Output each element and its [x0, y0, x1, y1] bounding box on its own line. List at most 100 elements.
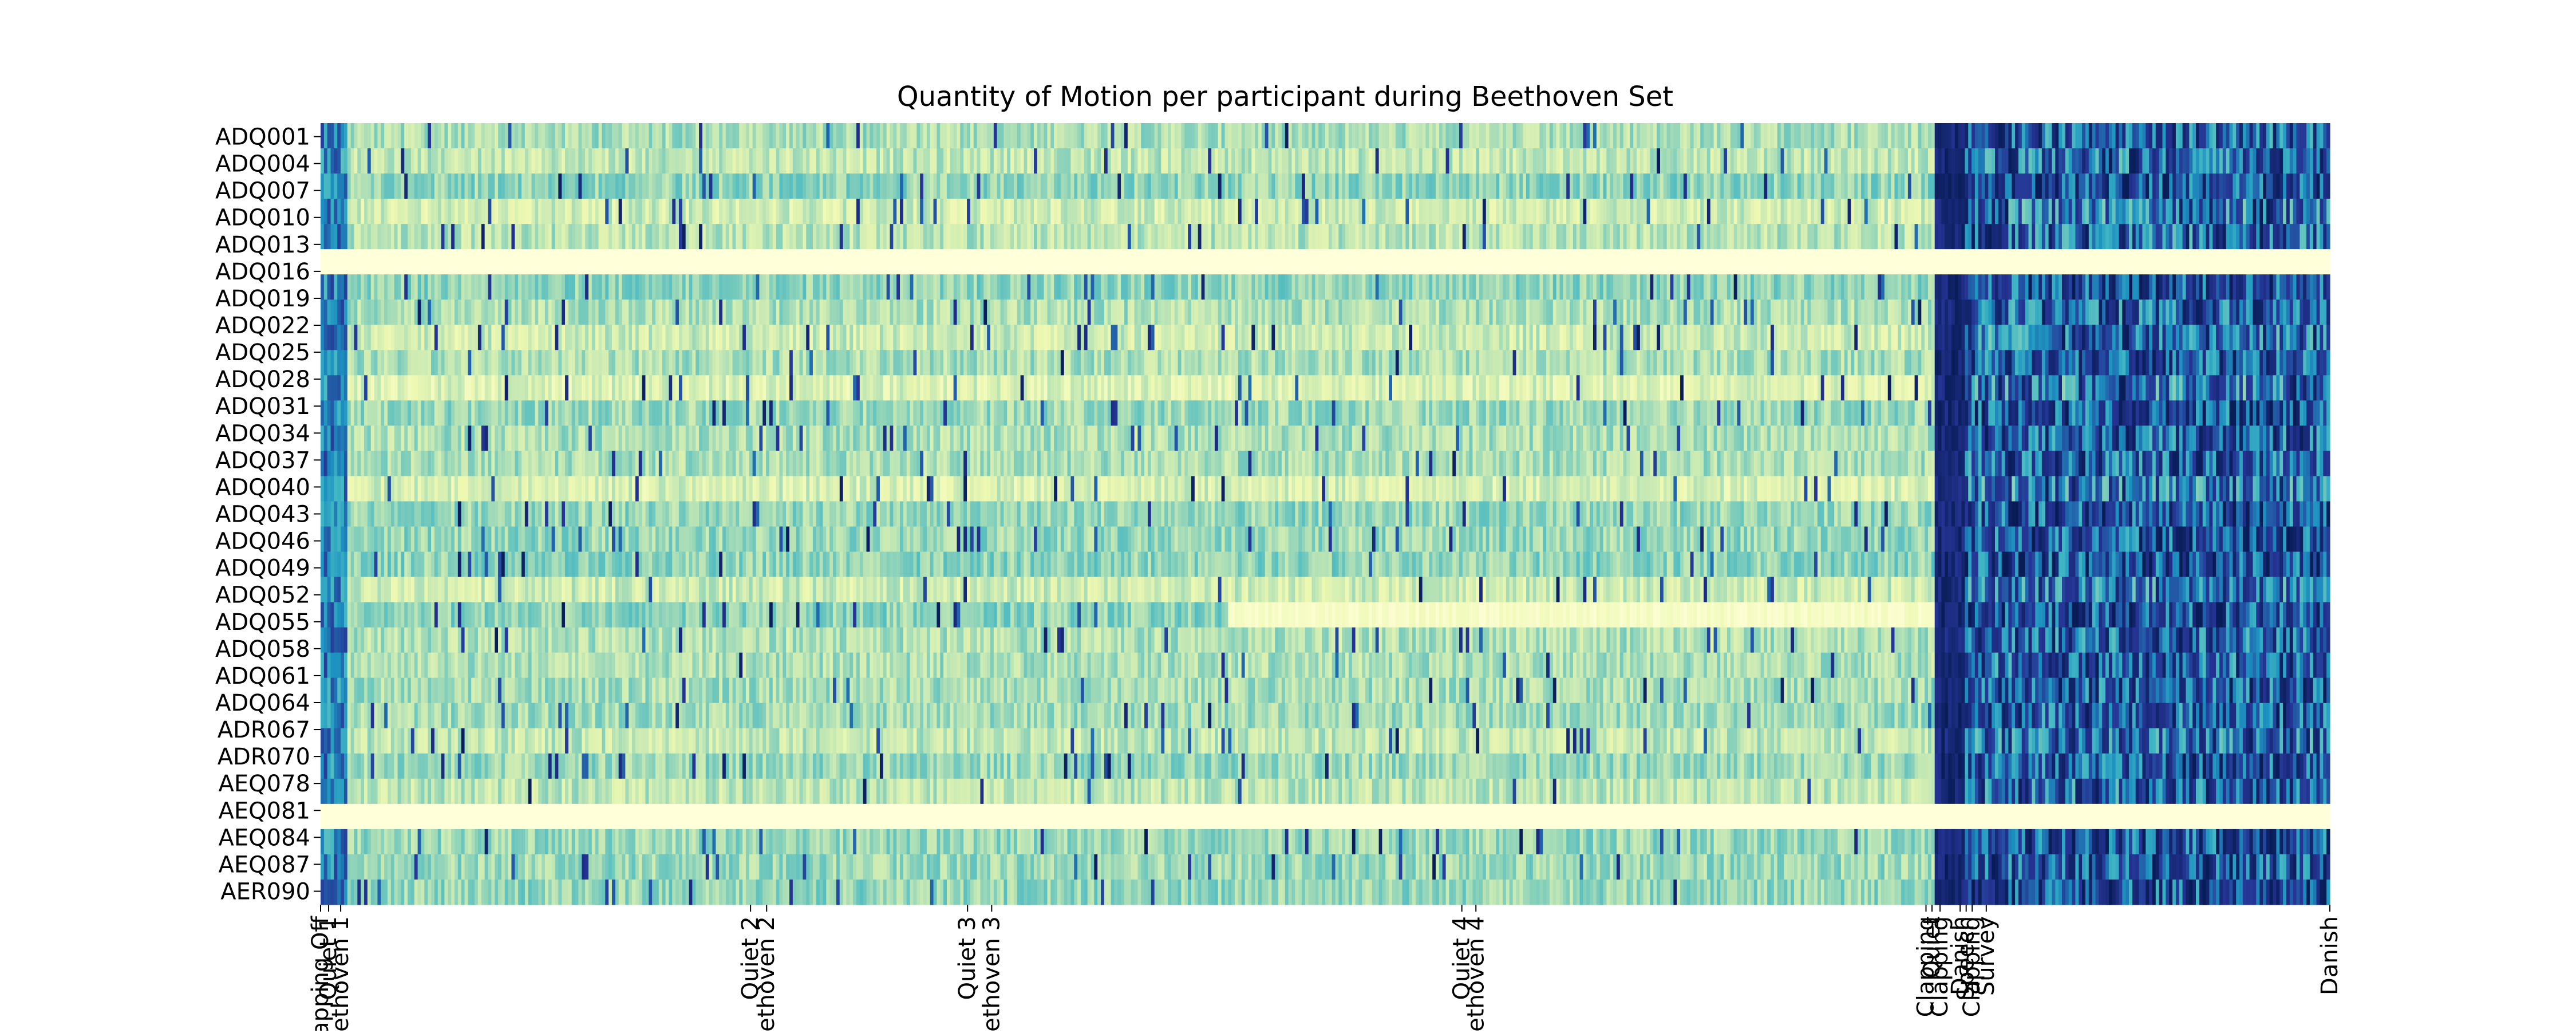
heatmap-cell: [645, 274, 649, 300]
heatmap-cell: [618, 199, 623, 224]
heatmap-cell: [970, 249, 974, 275]
heatmap-cell: [652, 224, 656, 250]
heatmap-cell: [2075, 274, 2079, 300]
heatmap-cell: [649, 325, 653, 350]
heatmap-cell: [1432, 123, 1436, 149]
heatmap-cell: [1954, 224, 1959, 250]
heatmap-cell: [1060, 199, 1065, 224]
heatmap-cell: [772, 224, 777, 250]
heatmap-cell: [1657, 224, 1661, 250]
heatmap-cell: [1469, 224, 1473, 250]
heatmap-cell: [1060, 224, 1065, 250]
heatmap-cell: [1375, 199, 1380, 224]
heatmap-cell: [611, 299, 616, 325]
heatmap-cell: [645, 123, 649, 149]
heatmap-cell: [1733, 224, 1738, 250]
heatmap-cell: [361, 148, 365, 174]
heatmap-cell: [1760, 299, 1764, 325]
heatmap-cell: [997, 274, 1001, 300]
heatmap-cell: [408, 224, 412, 250]
heatmap-cell: [437, 325, 442, 350]
heatmap-cell: [1750, 274, 1755, 300]
heatmap-cell: [993, 299, 998, 325]
heatmap-cell: [1811, 148, 1815, 174]
heatmap-cell: [1325, 174, 1329, 199]
heatmap-cell: [1844, 274, 1848, 300]
heatmap-cell: [920, 224, 924, 250]
heatmap-cell: [341, 325, 345, 350]
heatmap-cell: [1328, 224, 1333, 250]
heatmap-cell: [629, 274, 633, 300]
heatmap-cell: [2162, 148, 2166, 174]
heatmap-cell: [1472, 249, 1476, 275]
heatmap-cell: [1764, 123, 1768, 149]
heatmap-cell: [953, 148, 958, 174]
heatmap-cell: [1489, 274, 1494, 300]
heatmap-cell: [1070, 199, 1074, 224]
heatmap-cell: [1686, 148, 1691, 174]
heatmap-cell: [602, 224, 606, 250]
heatmap-cell: [1194, 274, 1199, 300]
heatmap-cell: [428, 224, 432, 250]
heatmap-cell: [739, 224, 743, 250]
heatmap-cell: [578, 325, 582, 350]
heatmap-cell: [876, 123, 880, 149]
heatmap-cell: [1780, 249, 1785, 275]
heatmap-cell: [374, 174, 378, 199]
heatmap-cell: [689, 174, 693, 199]
heatmap-cell: [1214, 123, 1219, 149]
heatmap-cell: [812, 123, 817, 149]
heatmap-cell: [2199, 123, 2203, 149]
heatmap-cell: [2055, 199, 2059, 224]
heatmap-cell: [1606, 299, 1610, 325]
heatmap-cell: [1134, 224, 1138, 250]
heatmap-cell: [464, 325, 468, 350]
heatmap-cell: [1794, 199, 1798, 224]
heatmap-cell: [1713, 274, 1718, 300]
heatmap-cell: [1188, 123, 1192, 149]
heatmap-cell: [739, 148, 743, 174]
heatmap-cell: [2276, 299, 2280, 325]
heatmap-cell: [428, 123, 432, 149]
heatmap-cell: [1506, 224, 1510, 250]
heatmap-cell: [605, 224, 609, 250]
heatmap-cell: [401, 325, 405, 350]
heatmap-cell: [1985, 174, 1989, 199]
heatmap-cell: [729, 224, 733, 250]
heatmap-cell: [2018, 274, 2022, 300]
heatmap-cell: [1472, 224, 1476, 250]
heatmap-cell: [495, 199, 499, 224]
heatmap-cell: [1318, 224, 1322, 250]
heatmap-cell: [1566, 199, 1570, 224]
heatmap-cell: [1214, 199, 1219, 224]
heatmap-cell: [692, 274, 696, 300]
heatmap-cell: [1067, 299, 1071, 325]
heatmap-cell: [1258, 299, 1262, 325]
heatmap-cell: [1516, 123, 1520, 149]
heatmap-cell: [1626, 148, 1630, 174]
heatmap-cell: [772, 325, 777, 350]
heatmap-cell: [1961, 299, 1965, 325]
heatmap-cell: [437, 174, 442, 199]
heatmap-cell: [1204, 199, 1208, 224]
heatmap-cell: [702, 123, 706, 149]
heatmap-cell: [1436, 249, 1440, 275]
heatmap-cell: [816, 123, 820, 149]
heatmap-cell: [1077, 199, 1081, 224]
heatmap-cell: [638, 249, 643, 275]
heatmap-cell: [354, 224, 358, 250]
heatmap-cell: [946, 224, 951, 250]
heatmap-cell: [421, 199, 425, 224]
heatmap-cell: [1168, 148, 1172, 174]
heatmap-cell: [1583, 174, 1587, 199]
heatmap-cell: [1228, 199, 1232, 224]
heatmap-cell: [883, 224, 887, 250]
heatmap-cell: [2219, 199, 2223, 224]
heatmap-cell: [1007, 224, 1011, 250]
heatmap-cell: [1596, 148, 1601, 174]
heatmap-cell: [2166, 148, 2170, 174]
heatmap-cell: [1077, 148, 1081, 174]
heatmap-cell: [401, 174, 405, 199]
heatmap-cell: [1449, 123, 1453, 149]
heatmap-cell: [437, 299, 442, 325]
